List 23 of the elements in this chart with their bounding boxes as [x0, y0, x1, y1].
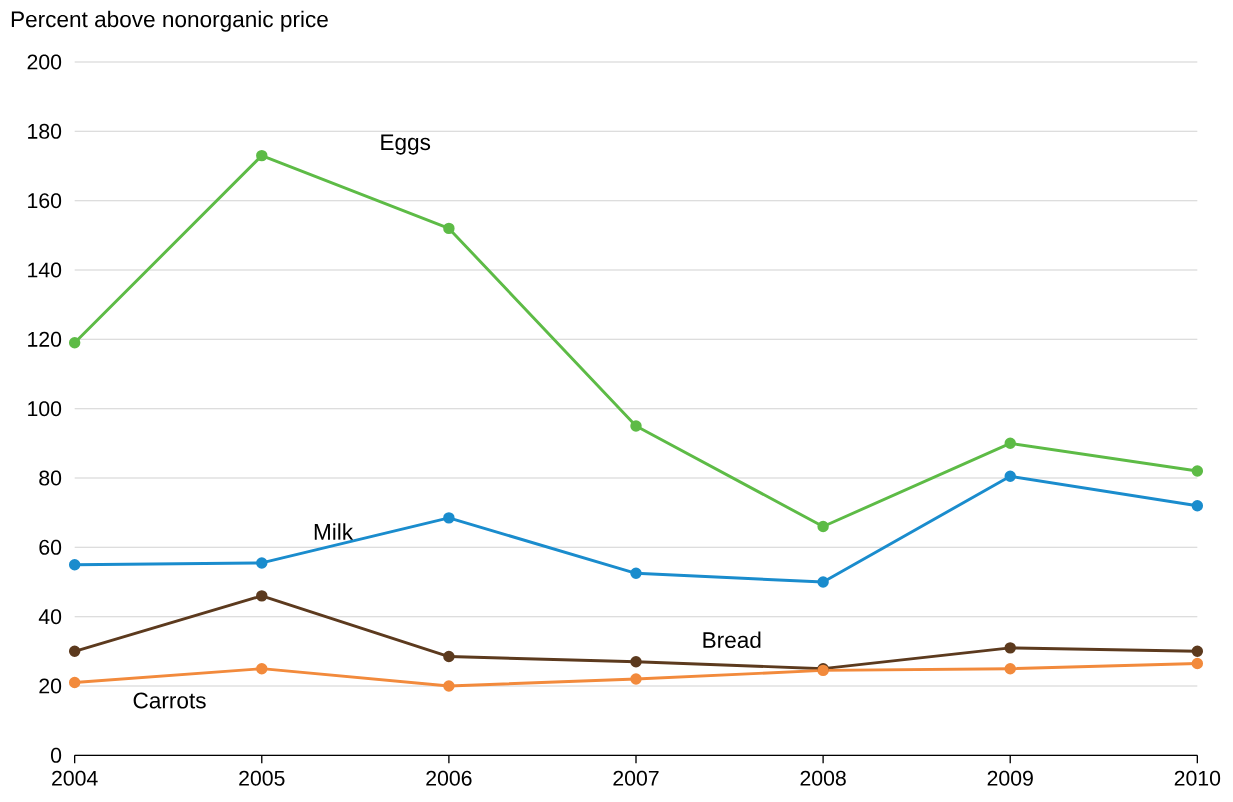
y-tick-label: 140 — [28, 262, 62, 278]
x-tick-label: 2010 — [1174, 770, 1221, 786]
y-tick-label: 200 — [27, 54, 62, 70]
y-tick-label: 20 — [39, 678, 62, 694]
series-label: Milk — [314, 523, 354, 540]
y-tick-label: 0 — [50, 747, 62, 763]
x-tick-label: 2007 — [613, 770, 659, 786]
y-tick-label: 100 — [28, 401, 62, 417]
series-label: Carrots — [133, 692, 206, 709]
x-tick-label: 2008 — [800, 770, 846, 786]
series-label: Bread — [703, 631, 761, 649]
y-tick-label: 180 — [28, 123, 62, 139]
series-label: Eggs — [381, 134, 431, 155]
y-tick-label: 80 — [39, 470, 62, 486]
x-tick-label: 2005 — [239, 770, 285, 786]
y-tick-label: 160 — [28, 193, 62, 209]
y-axis-title: Percent above nonorganic price — [11, 10, 328, 32]
y-tick-label: 40 — [38, 609, 62, 625]
x-tick-label: 2004 — [52, 770, 98, 786]
x-tick-label: 2009 — [987, 770, 1033, 786]
x-tick-label: 2006 — [426, 770, 472, 786]
y-tick-label: 120 — [28, 331, 62, 347]
y-tick-label: 60 — [39, 539, 62, 555]
